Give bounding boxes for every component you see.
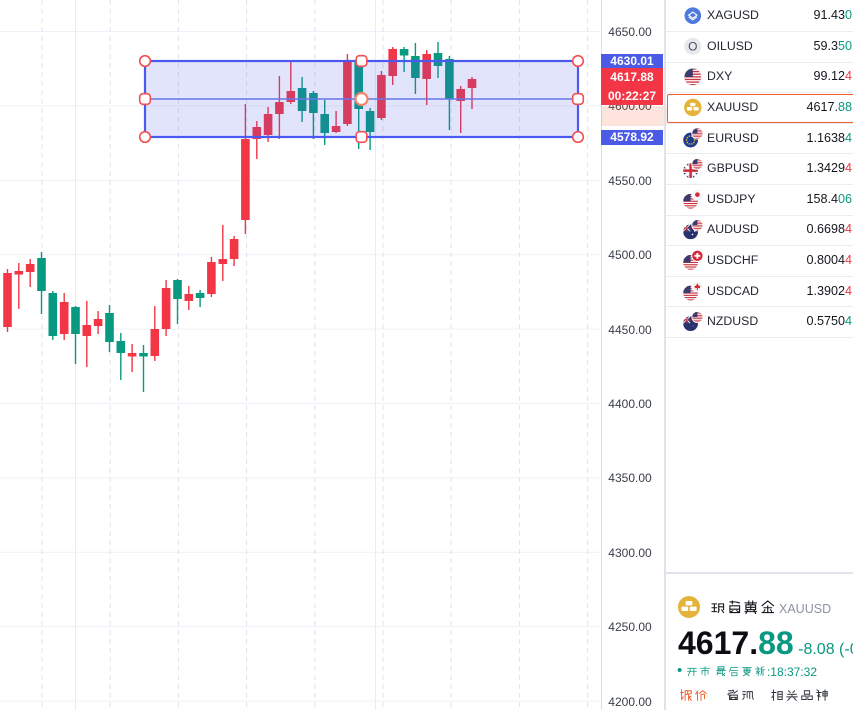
- svg-text:O: O: [688, 39, 697, 53]
